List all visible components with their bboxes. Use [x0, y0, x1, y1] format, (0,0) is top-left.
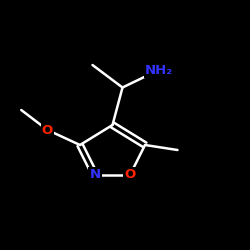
- Text: NH₂: NH₂: [145, 64, 173, 76]
- Text: O: O: [124, 168, 136, 181]
- Text: O: O: [42, 124, 53, 136]
- Text: N: N: [90, 168, 101, 181]
